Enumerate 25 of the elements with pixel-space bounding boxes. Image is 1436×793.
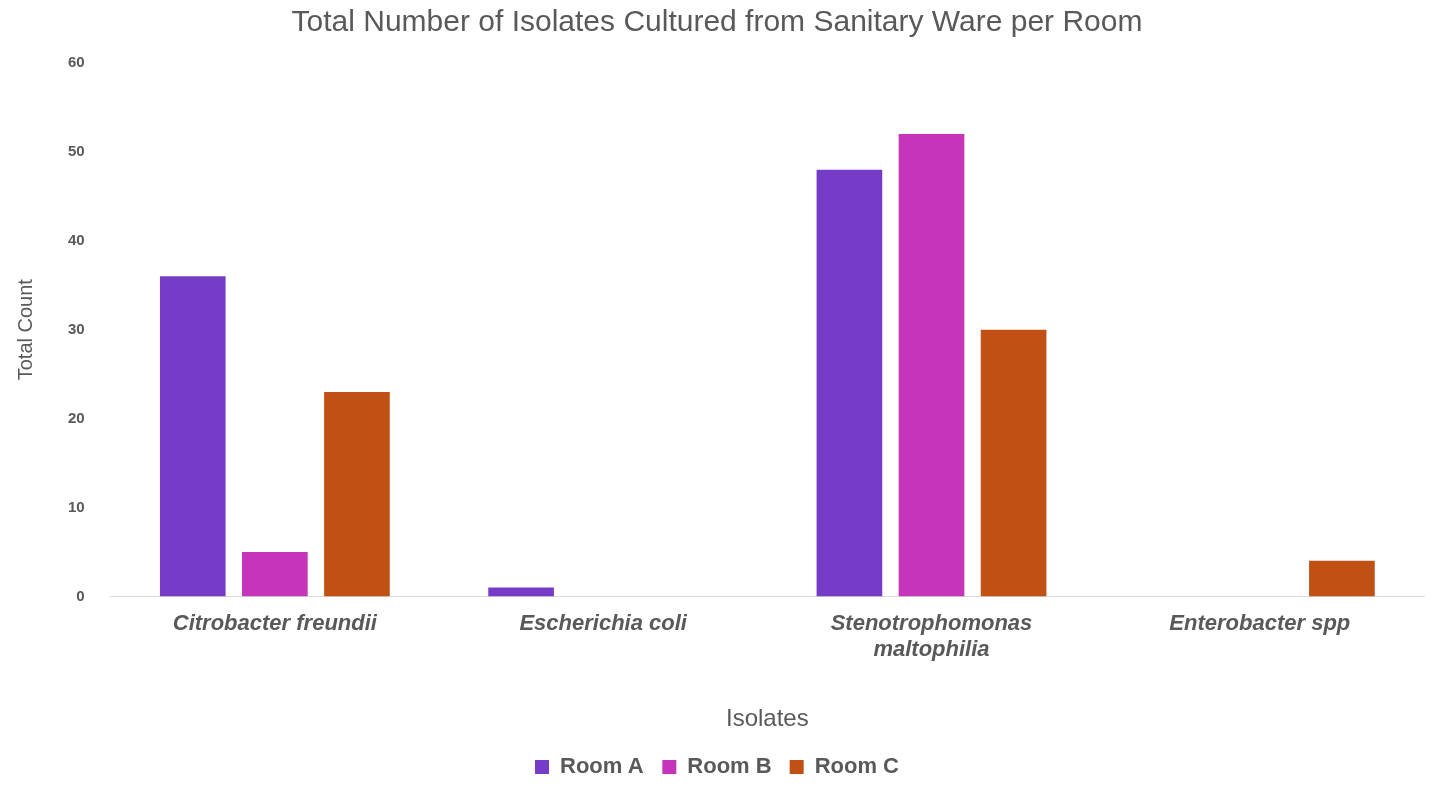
x-axis-title: Isolates [725,704,809,732]
y-tick-label: 10 [68,497,85,515]
bar [898,134,965,597]
y-tick-label: 50 [68,142,85,160]
legend-label: Room C [814,753,900,779]
legend-label: Room B [687,753,772,779]
bar [1309,560,1375,597]
x-tick-label: Escherichia coli [519,609,688,635]
bar [488,587,554,597]
x-tick-label: Citrobacter freundii [172,609,378,635]
bar [980,329,1047,597]
y-tick-label: 0 [76,586,85,604]
bar [324,391,390,597]
chart-title: Total Number of Isolates Cultured from Sanitary Ware per Room [291,4,1143,38]
y-tick-label: 30 [68,319,85,337]
bar [159,276,226,597]
y-axis-title: Total Count [13,278,36,381]
x-tick-label: Stenotrophomonas maltophilia [830,609,1033,662]
y-tick-label: 60 [68,53,85,71]
y-tick-label: 40 [68,230,85,248]
x-tick-label: Enterobacter spp [1169,609,1351,635]
bar [816,169,883,597]
bar [242,551,308,597]
y-tick-label: 20 [68,408,85,426]
legend-label: Room A [560,753,644,779]
